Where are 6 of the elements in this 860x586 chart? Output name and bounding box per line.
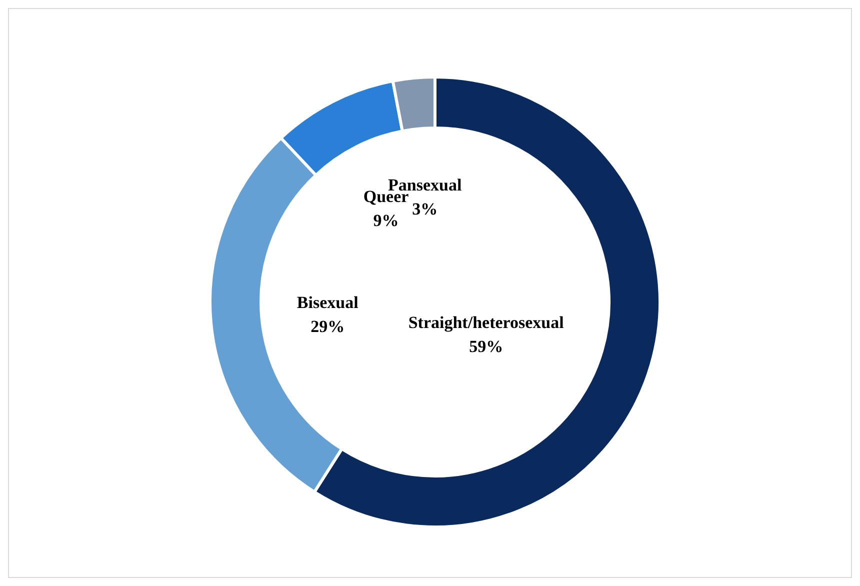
data-label: 29% (310, 317, 345, 336)
data-label: 3% (412, 200, 438, 219)
data-label: 59% (469, 337, 504, 356)
data-label: 9% (373, 210, 399, 230)
slice-label: Bisexual (296, 293, 359, 312)
slice-label: Straight/heterosexual (408, 313, 564, 332)
